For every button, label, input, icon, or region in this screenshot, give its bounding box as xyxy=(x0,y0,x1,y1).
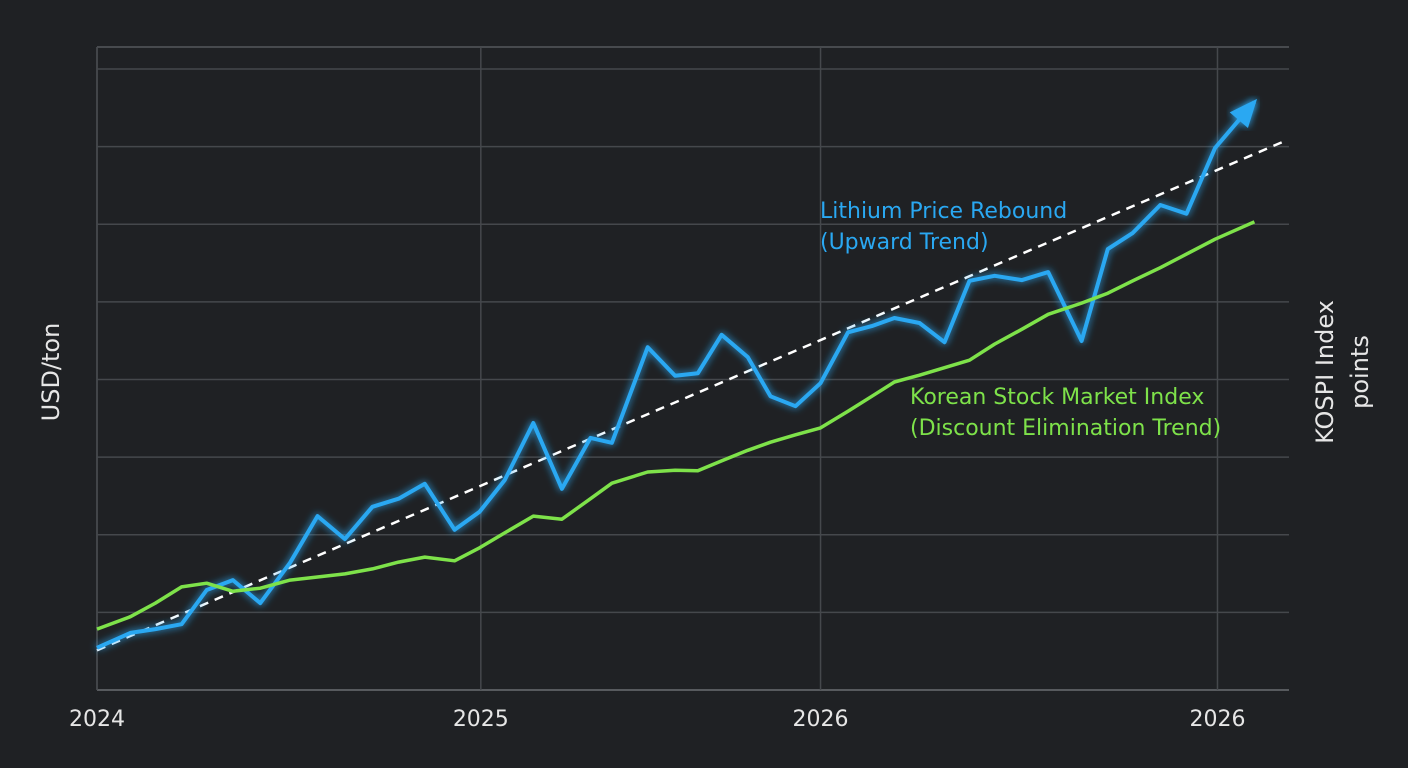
series-label: Lithium Price Rebound xyxy=(820,199,1067,224)
series-line xyxy=(96,220,1256,631)
y2-axis-label: KOSPI Index xyxy=(1311,300,1339,444)
x-tick-label: 2026 xyxy=(793,707,849,732)
series-label: (Upward Trend) xyxy=(820,230,989,255)
x-tick-label: 2025 xyxy=(453,707,509,732)
y-axis-label: USD/ton xyxy=(37,323,65,422)
series-label: (Discount Elimination Trend) xyxy=(910,416,1221,441)
series-line xyxy=(96,100,1256,650)
x-tick-label: 2024 xyxy=(69,707,125,732)
x-tick-label: 2026 xyxy=(1189,707,1245,732)
series-label: Korean Stock Market Index xyxy=(910,385,1204,410)
trend-line xyxy=(96,141,1283,652)
arrowhead xyxy=(1229,98,1258,128)
y2-axis-label: points xyxy=(1346,335,1374,409)
